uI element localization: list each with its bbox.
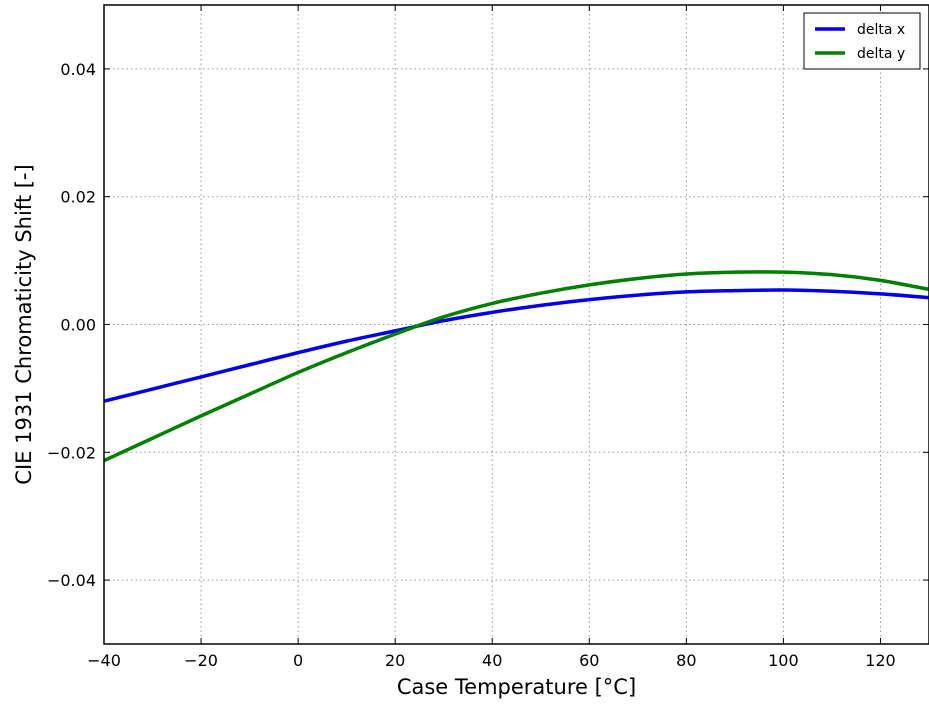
x-tick-label: −20 [184,651,218,670]
x-tick-label: 60 [579,651,599,670]
x-tick-label: 20 [385,651,405,670]
y-tick-label: 0.02 [60,188,96,207]
x-axis-label: Case Temperature [°C] [397,675,636,699]
x-tick-label: 40 [482,651,502,670]
legend-box [803,12,921,70]
axis-ticks [103,5,929,644]
legend-label-delta-x: delta x [857,22,905,38]
y-tick-label: −0.02 [47,443,96,462]
y-tick-labels: −0.04 −0.02 0.00 0.02 0.04 [47,60,96,590]
grid [104,5,929,644]
x-tick-label: 0 [293,651,303,670]
y-axis-label: CIE 1931 Chromaticity Shift [-] [12,164,36,484]
series-line-delta-y [104,270,929,463]
x-tick-label: 120 [865,651,896,670]
x-tick-labels: −40 −20 0 20 40 60 80 100 120 [87,651,896,670]
legend: delta x delta y [803,12,921,70]
legend-label-delta-y: delta y [857,46,905,62]
x-tick-label: 100 [768,651,799,670]
x-tick-label: 80 [676,651,696,670]
y-tick-label: −0.04 [47,571,96,590]
series-line-delta-x [104,288,929,403]
series-lines [104,270,929,463]
y-tick-label: 0.04 [60,60,96,79]
y-tick-label: 0.00 [60,316,96,335]
x-tick-label: −40 [87,651,121,670]
